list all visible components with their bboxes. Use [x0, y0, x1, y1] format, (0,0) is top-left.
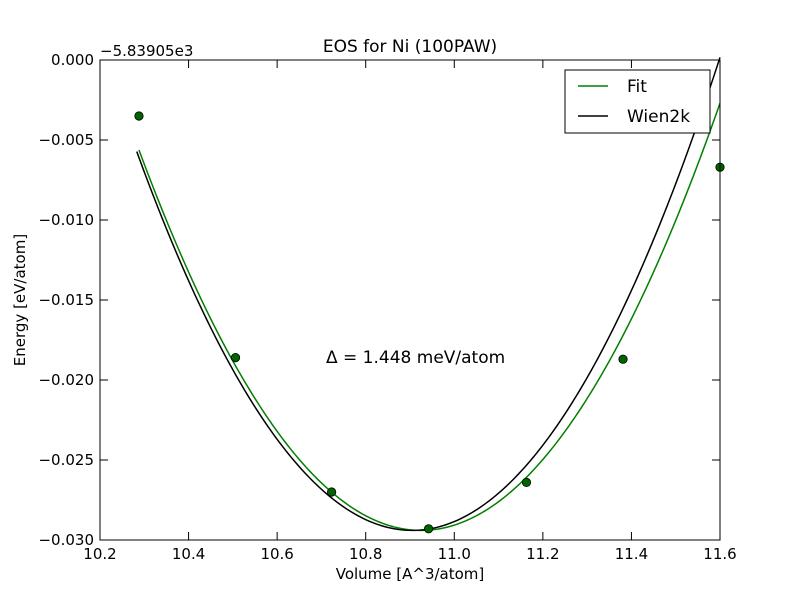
x-tick-label: 11.6: [703, 545, 736, 563]
delta-annotation: Δ = 1.448 meV/atom: [326, 348, 505, 368]
legend-box: [564, 69, 711, 134]
legend-label-fit: Fit: [627, 77, 647, 97]
chart-title: EOS for Ni (100PAW): [323, 37, 497, 57]
y-axis-label: Energy [eV/atom]: [11, 234, 29, 366]
plot-frame: [99, 59, 721, 541]
y-tick-label: −0.025: [38, 451, 94, 469]
x-axis-label: Volume [A^3/atom]: [336, 565, 485, 583]
x-tick-label: 11.0: [438, 545, 471, 563]
y-offset-label: −5.83905e3: [100, 42, 193, 60]
y-tick-label: −0.010: [38, 211, 94, 229]
x-tick-label: 10.6: [260, 545, 293, 563]
y-tick-label: −0.020: [38, 371, 94, 389]
x-tick-label: 11.2: [526, 545, 559, 563]
x-tick-label: 11.4: [615, 545, 648, 563]
data-point: [134, 111, 144, 121]
y-tick-label: 0.000: [51, 51, 94, 69]
y-tick-label: −0.005: [38, 131, 94, 149]
x-tick-label: 10.2: [83, 545, 116, 563]
plot-area-background: [100, 60, 720, 540]
data-point: [327, 487, 337, 497]
data-point: [423, 524, 434, 534]
data-point: [230, 352, 241, 363]
data-point: [618, 354, 628, 364]
data-point: [521, 477, 532, 487]
y-tick-label: −0.030: [38, 531, 94, 549]
y-tick-label: −0.015: [38, 291, 94, 309]
axis-ticks: 10.2 10.4 10.6 10.8 11.0 11.2 11.4 11.6 0.000 −0.…: [38, 51, 736, 563]
legend-label-wien2k: Wien2k: [627, 107, 690, 127]
x-tick-label: 10.8: [349, 545, 382, 563]
legend: Fit Wien2k: [564, 69, 711, 134]
data-points: [134, 111, 725, 534]
x-tick-label: 10.4: [172, 545, 205, 563]
